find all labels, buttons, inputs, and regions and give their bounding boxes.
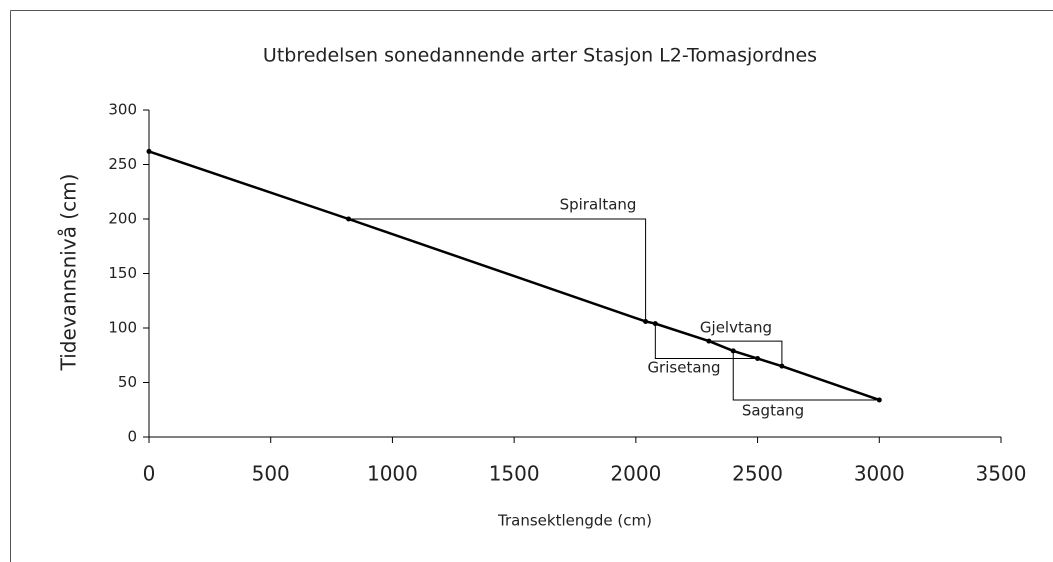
chart-title: Utbredelsen sonedannende arter Stasjon L…: [263, 45, 817, 67]
y-tick-label: 250: [108, 155, 137, 173]
x-tick-label: 3000: [854, 462, 905, 486]
data-point: [346, 216, 352, 222]
x-tick-label: 0: [143, 462, 156, 486]
data-line: [148, 150, 880, 402]
data-point: [146, 148, 152, 154]
y-tick-label: 100: [108, 319, 137, 337]
y-tick-label: 150: [108, 264, 137, 282]
data-point: [706, 338, 712, 344]
x-axis-label: Transektlengde (cm): [497, 512, 652, 530]
y-tick-label: 200: [108, 210, 137, 228]
data-point: [730, 348, 736, 354]
annotation-bracket: [654, 323, 758, 360]
x-tick-label: 500: [252, 462, 290, 486]
data-point: [876, 397, 882, 403]
annotation-label: Sagtang: [742, 402, 804, 420]
x-tick-label: 2000: [610, 462, 661, 486]
x-tick-label: 1000: [367, 462, 418, 486]
annotation-bracket: [732, 350, 880, 401]
y-tick-label: 300: [108, 101, 137, 119]
data-point: [779, 363, 785, 369]
annotation-bracket: [708, 340, 783, 367]
x-tick-label: 3500: [976, 462, 1027, 486]
annotation-label: Grisetang: [647, 359, 720, 377]
y-axis-label: Tidevannsnivå (cm): [57, 174, 81, 372]
y-tick-label: 0: [127, 428, 137, 446]
annotation-bracket: [348, 218, 647, 322]
x-tick-label: 1500: [489, 462, 540, 486]
y-tick-label: 50: [118, 373, 137, 391]
data-point: [643, 318, 649, 324]
annotation-label: Spiraltang: [560, 196, 637, 214]
annotation-label: Gjelvtang: [700, 319, 772, 337]
x-tick-label: 2500: [732, 462, 783, 486]
data-point: [652, 321, 658, 327]
data-point: [755, 356, 761, 362]
